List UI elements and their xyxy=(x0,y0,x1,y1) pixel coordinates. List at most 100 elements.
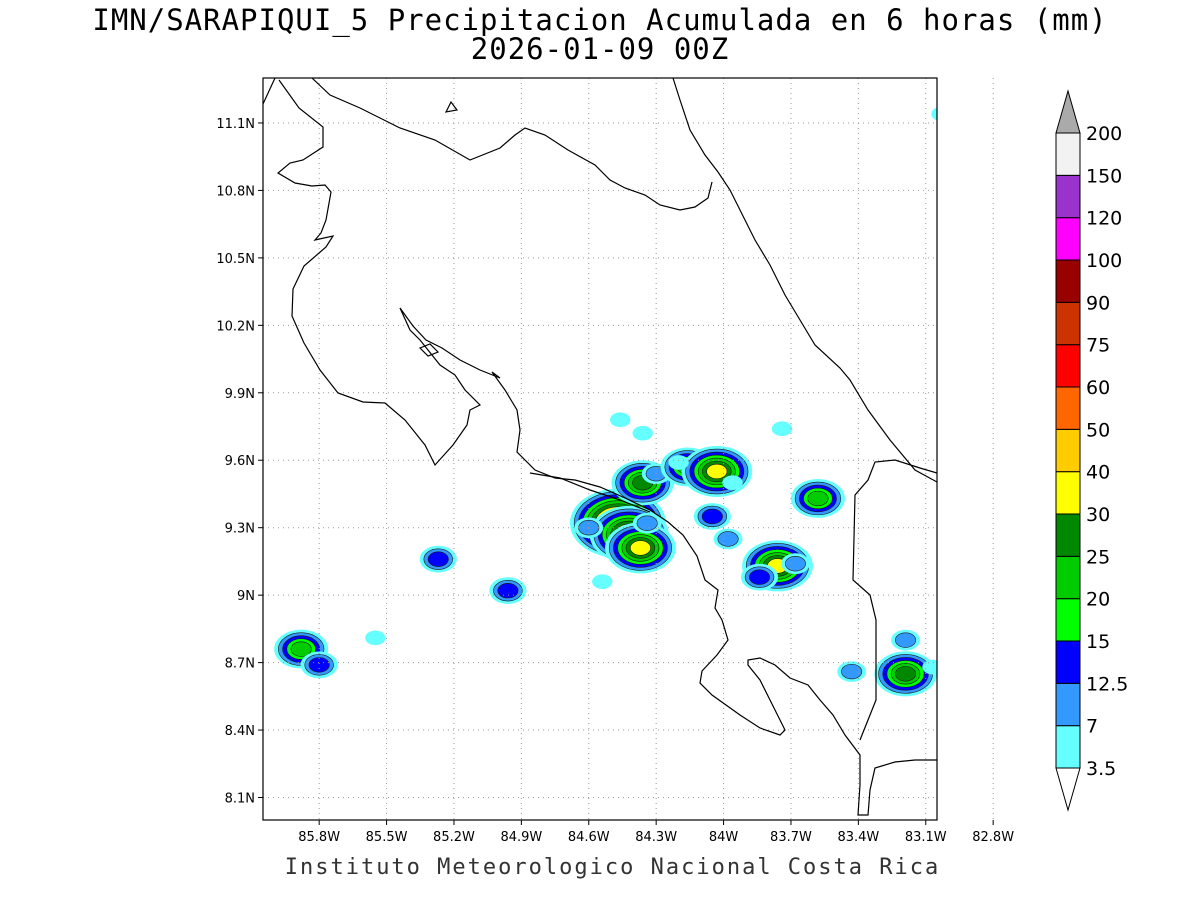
colorbar-swatch xyxy=(1055,682,1081,727)
colorbar-swatch xyxy=(1055,217,1081,261)
colorbar-label: 15 xyxy=(1086,631,1110,653)
x-tick-label: 82.8W xyxy=(972,830,1014,845)
x-tick-label: 84.6W xyxy=(568,830,610,845)
colorbar-label: 40 xyxy=(1086,462,1110,484)
colorbar-over-arrow xyxy=(1055,89,1081,134)
precip-cell xyxy=(632,512,662,534)
precip-cell xyxy=(740,563,779,591)
precip-cell xyxy=(681,445,753,497)
precip-cell xyxy=(489,577,527,605)
x-tick-label: 84W xyxy=(709,830,739,845)
precip-contour xyxy=(722,475,743,491)
x-tick-label: 85.2W xyxy=(433,830,475,845)
y-tick-label: 8.4N xyxy=(225,724,255,739)
y-tick-label: 9N xyxy=(237,589,255,604)
coastline-pacific xyxy=(263,78,937,816)
precip-contour xyxy=(922,659,937,675)
precip-cell xyxy=(1012,722,1041,743)
precip-cell xyxy=(713,528,743,550)
colorbar-label: 12.5 xyxy=(1086,673,1128,695)
x-tick-label: 84.9W xyxy=(500,830,542,845)
colorbar-swatch xyxy=(1055,725,1081,769)
colorbar-swatch xyxy=(1055,132,1081,176)
precip-contour xyxy=(1017,725,1037,740)
precip-cell xyxy=(365,630,386,646)
colorbar-label: 200 xyxy=(1086,123,1122,145)
lake-nicaragua-shore xyxy=(311,78,713,211)
precip-cell xyxy=(610,412,631,428)
y-tick-label: 8.1N xyxy=(225,792,255,807)
precip-cell xyxy=(837,661,867,682)
x-tick-label: 85.5W xyxy=(366,830,408,845)
precip-contour xyxy=(668,455,689,470)
colorbar-label: 25 xyxy=(1086,546,1110,568)
colorbar-label: 3.5 xyxy=(1086,758,1116,780)
colorbar-label: 7 xyxy=(1086,716,1098,738)
island-coastline xyxy=(418,100,459,357)
precip-cell xyxy=(693,503,731,530)
x-tick-label: 83.7W xyxy=(770,830,812,845)
precip-contour xyxy=(749,569,771,585)
precip-cell xyxy=(922,659,937,675)
precip-contour xyxy=(1012,722,1041,743)
colorbar-label: 30 xyxy=(1086,504,1110,526)
y-tick-label: 10.8N xyxy=(216,184,255,199)
precip-cell xyxy=(592,574,613,590)
colorbar-swatch xyxy=(1055,555,1081,600)
precip-contour xyxy=(931,107,937,121)
map-frame xyxy=(262,77,938,821)
grid-lines xyxy=(263,78,994,820)
precip-contour xyxy=(308,657,330,673)
precipitation-layer xyxy=(274,107,1041,743)
colorbar-label: 150 xyxy=(1086,165,1122,187)
y-tick-label: 9.6N xyxy=(225,454,255,469)
colorbar-swatch xyxy=(1055,598,1081,642)
x-tick-label: 84.3W xyxy=(635,830,677,845)
precip-cell xyxy=(668,455,689,470)
x-tick-label: 85.8W xyxy=(298,830,340,845)
y-tick-label: 9.3N xyxy=(225,522,255,537)
footer-credit: Instituto Meteorologico Nacional Costa R… xyxy=(284,855,941,880)
colorbar-label: 75 xyxy=(1086,335,1110,357)
precip-contour xyxy=(290,641,312,657)
colorbar-swatch xyxy=(1055,344,1081,388)
x-tick-label: 83.1W xyxy=(905,830,947,845)
precip-cell xyxy=(722,475,743,491)
colorbar-swatch xyxy=(1055,513,1081,557)
colorbar-label: 100 xyxy=(1086,250,1122,272)
precip-cell xyxy=(891,629,920,651)
y-tick-label: 8.7N xyxy=(225,657,255,672)
colorbar-label: 50 xyxy=(1086,419,1110,441)
y-tick-label: 10.5N xyxy=(216,252,255,267)
colorbar-swatch xyxy=(1055,174,1081,219)
precip-contour xyxy=(895,632,917,648)
colorbar-label: 60 xyxy=(1086,377,1110,399)
precip-contour xyxy=(841,663,863,680)
y-tick-label: 11.1N xyxy=(216,117,255,132)
caribbean-coast xyxy=(672,78,937,483)
precip-contour xyxy=(632,425,653,441)
precip-contour xyxy=(610,412,631,428)
precip-contour xyxy=(784,556,806,572)
precip-contour xyxy=(717,531,739,547)
colorbar-swatch xyxy=(1055,471,1081,515)
colorbar-label: 90 xyxy=(1086,292,1110,314)
precip-cell xyxy=(771,421,793,437)
precip-cell xyxy=(300,651,338,679)
precip-cell xyxy=(781,553,810,575)
precip-cell xyxy=(605,522,676,574)
panama-border xyxy=(852,459,937,741)
precip-contour xyxy=(592,574,613,590)
precip-contour xyxy=(497,583,519,599)
map-title: IMN/SARAPIQUI_5 Precipitacion Acumulada … xyxy=(92,3,1108,37)
precip-contour xyxy=(629,540,651,556)
precip-contour xyxy=(365,630,386,646)
coastline-layer xyxy=(263,78,937,816)
precip-contour xyxy=(636,515,658,531)
precip-contour xyxy=(706,463,728,480)
colorbar-label: 20 xyxy=(1086,589,1110,611)
y-tick-label: 9.9N xyxy=(225,387,255,402)
colorbar: 3.5 7 12.5 15 20 25 30 40 50 60 75 90 100 120 150 200 xyxy=(1055,89,1128,812)
colorbar-swatch xyxy=(1055,386,1081,430)
